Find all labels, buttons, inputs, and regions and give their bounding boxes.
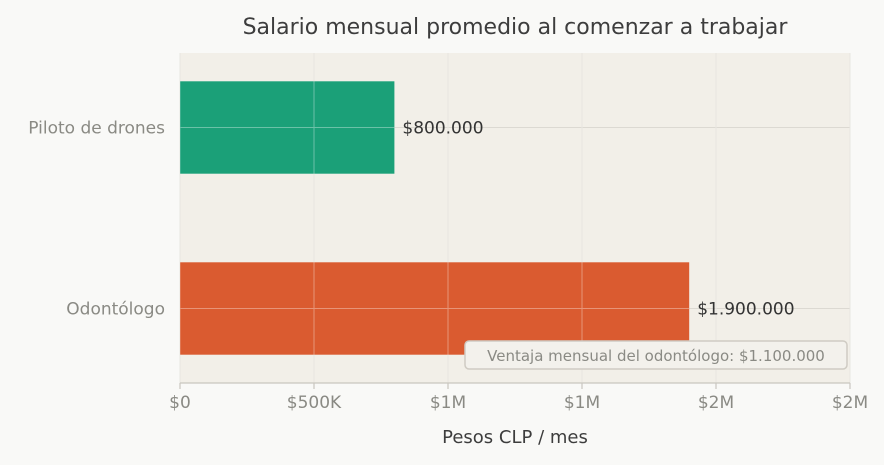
value-labels: $800.000 $1.900.000 (402, 119, 794, 320)
x-axis: $0 $500K $1M $1M $2M $2M (169, 382, 868, 413)
y-category-label: Odontólogo (66, 300, 165, 320)
x-tick-label: $0 (169, 393, 191, 413)
bar-value-label: $800.000 (402, 119, 483, 139)
chart-title: Salario mensual promedio al comenzar a t… (243, 15, 789, 40)
y-axis-categories: Piloto de drones Odontólogo (28, 119, 165, 320)
bar-piloto-de-drones (180, 81, 395, 174)
x-tick-label: $1M (430, 393, 466, 413)
y-category-label: Piloto de drones (28, 119, 165, 139)
x-tick-label: $2M (832, 393, 868, 413)
x-tick-label: $1M (564, 393, 600, 413)
annotation-text: Ventaja mensual del odontólogo: $1.100.0… (487, 347, 825, 365)
x-axis-label: Pesos CLP / mes (442, 427, 588, 448)
annotation-background (464, 340, 848, 370)
x-tick-label: $500K (287, 393, 342, 413)
bars (179, 53, 851, 383)
grid-overlay (179, 53, 851, 383)
x-tick-label: $2M (698, 393, 734, 413)
bar-odontologo (180, 262, 690, 355)
bar-value-label: $1.900.000 (697, 300, 794, 320)
annotation-box: Ventaja mensual del odontólogo: $1.100.0… (464, 340, 848, 370)
